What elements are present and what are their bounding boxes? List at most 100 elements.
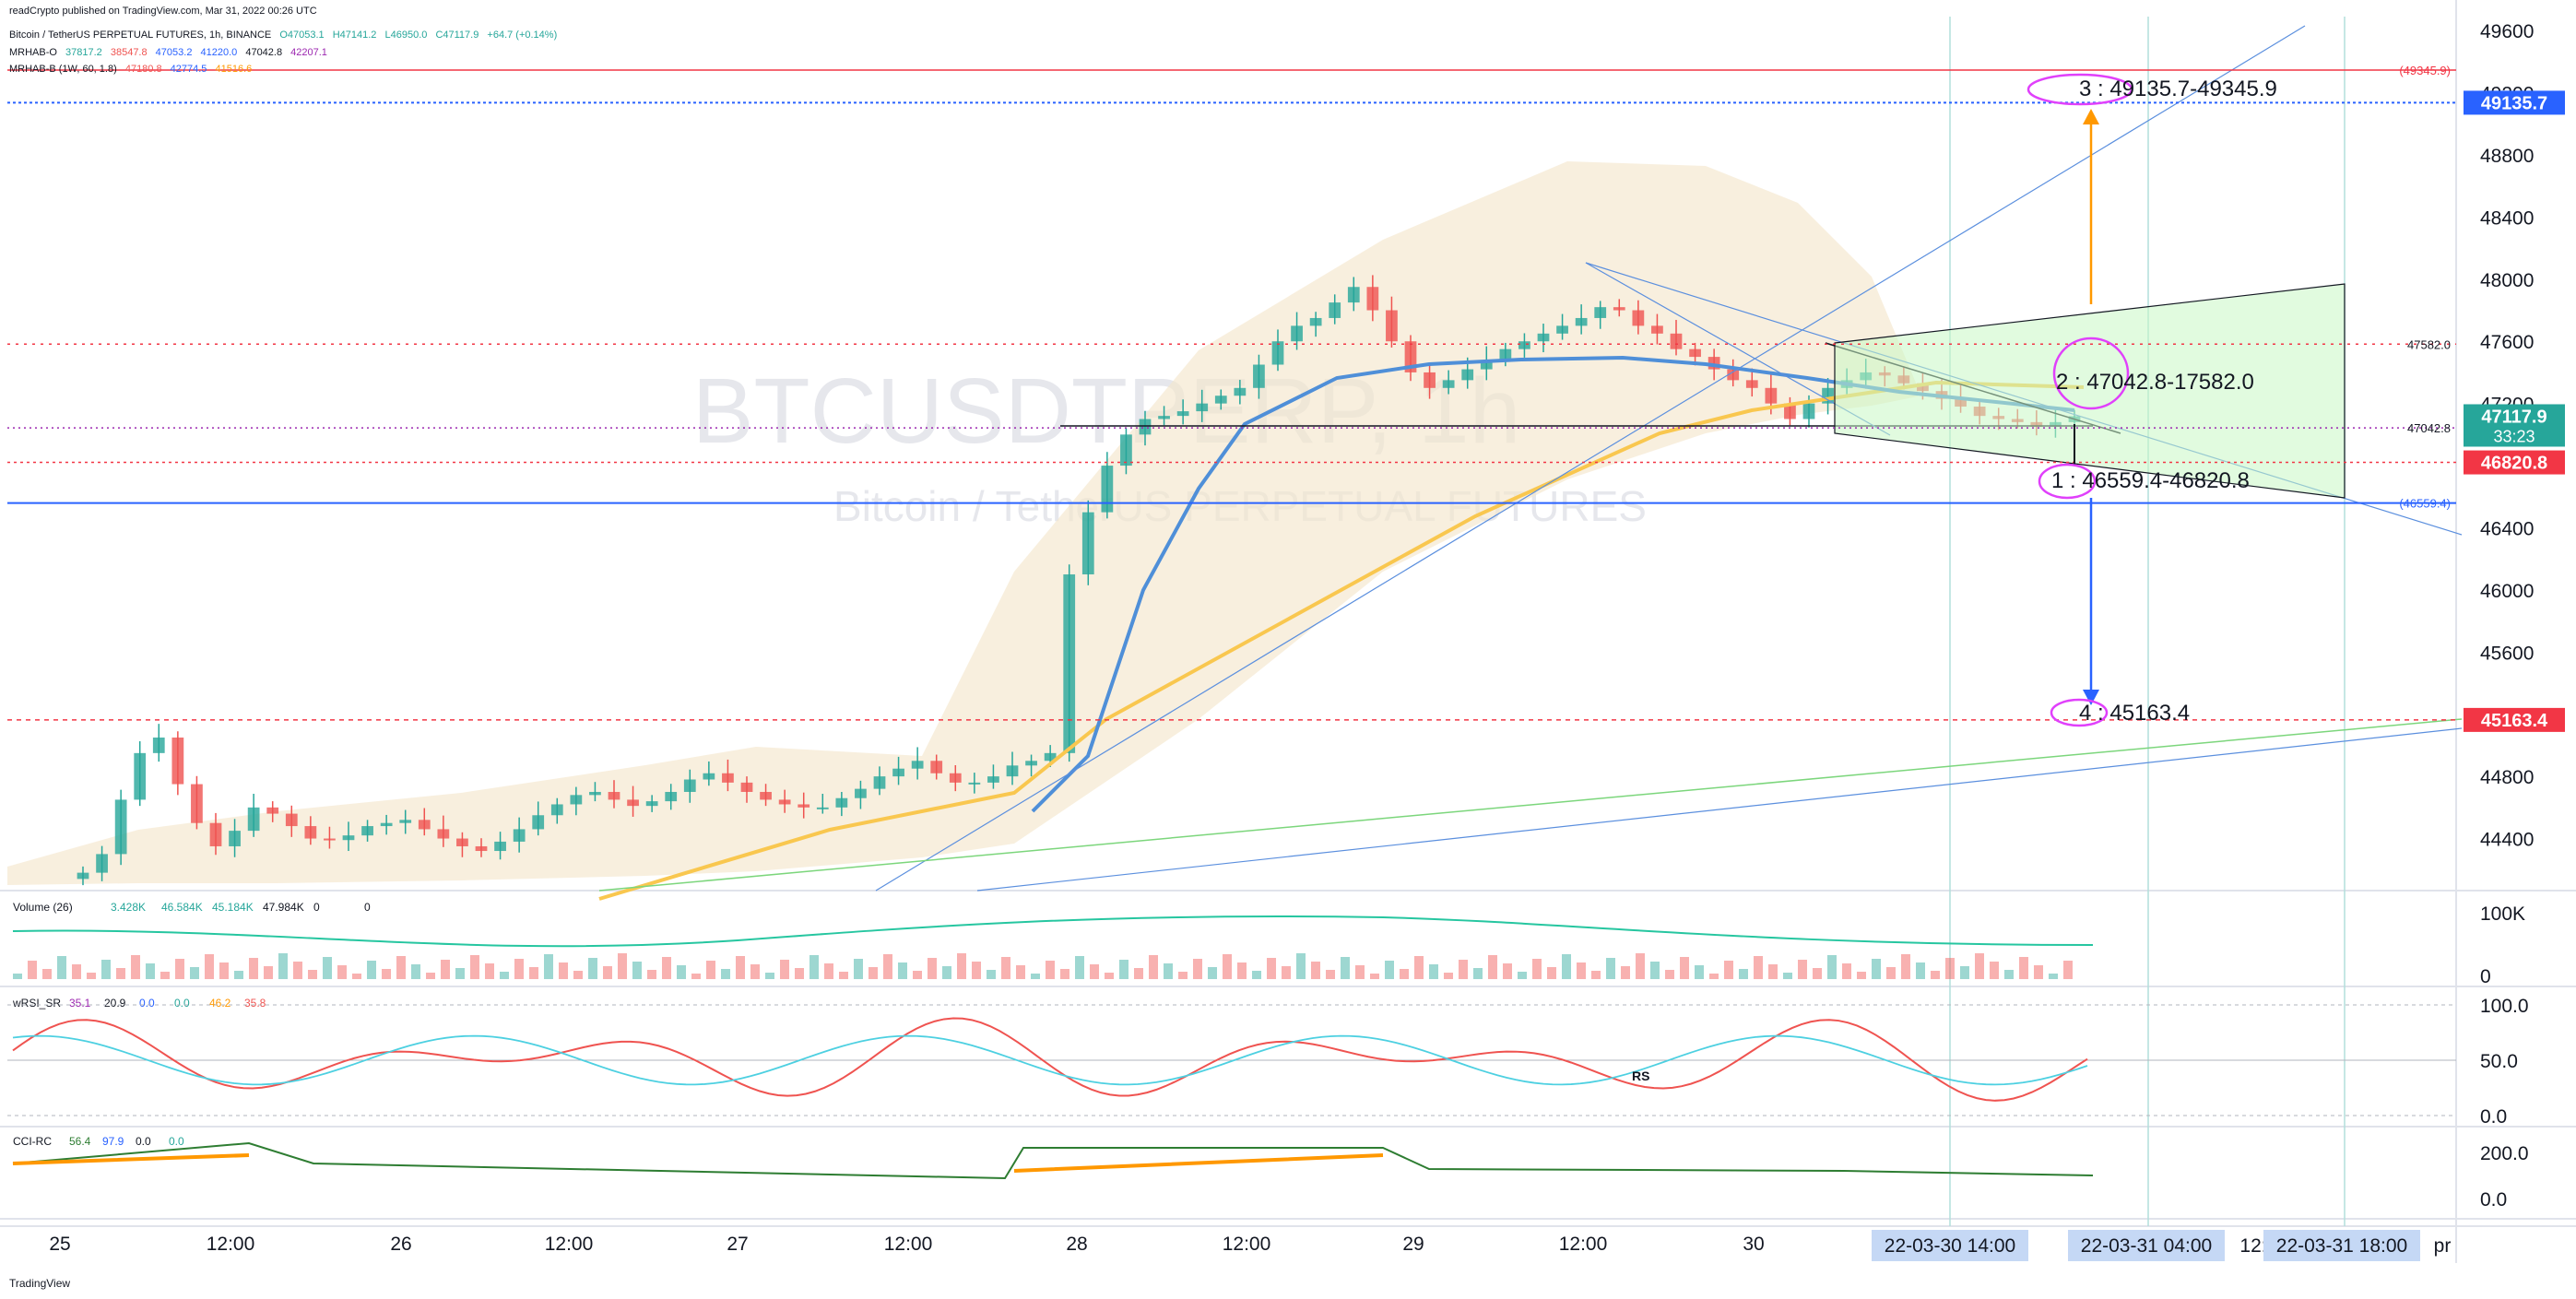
candle-body: [1689, 348, 1701, 358]
candle-body: [778, 799, 791, 805]
time-highlight-box: [1872, 1230, 2028, 1261]
candle-body: [1745, 380, 1758, 388]
candle-body: [816, 807, 829, 809]
indicator-mrhab-o[interactable]: MRHAB-O 37817.2 38547.8 47053.2 41220.0 …: [9, 47, 333, 58]
candle-body: [304, 826, 317, 839]
candle-body: [456, 838, 468, 846]
volume-bar: [1680, 957, 1689, 979]
rsi-legend-value: 20.9: [104, 997, 126, 1010]
symbol-title: Bitcoin / TetherUS PERPETUAL FUTURES, 1h…: [9, 30, 272, 41]
level-tag: (46559.4): [2399, 497, 2451, 511]
candle-body: [1424, 372, 1436, 388]
volume-bar: [1562, 954, 1571, 979]
level-tag: (49345.9): [2399, 64, 2451, 77]
rsi-tick-label: 50.0: [2480, 1051, 2518, 1072]
cci-legend-value: 0.0: [136, 1135, 151, 1148]
price-tick-label: 47600: [2480, 332, 2534, 353]
volume-bar: [1282, 966, 1291, 979]
candle-body: [1214, 396, 1227, 404]
ind1-val-2: 47053.2: [155, 47, 193, 58]
time-tick-label: 30: [1743, 1234, 1764, 1255]
candle-body: [1802, 403, 1815, 419]
rsi-tick-label: 100.0: [2480, 996, 2529, 1017]
candle-body: [152, 737, 165, 753]
price-tick-label: 46000: [2480, 581, 2534, 602]
tradingview-logo[interactable]: TradingView: [9, 1277, 70, 1290]
candle-body: [1271, 341, 1284, 365]
candle-body: [191, 784, 203, 823]
price-tick-label: 46400: [2480, 518, 2534, 539]
volume-bar: [1857, 972, 1866, 979]
time-tick-label: 28: [1066, 1234, 1087, 1255]
price-tick-label: 48000: [2480, 270, 2534, 291]
volume-bar: [942, 966, 951, 979]
volume-bar: [1518, 972, 1527, 979]
volume-bar: [1960, 966, 1969, 979]
time-highlight-box: [2068, 1230, 2225, 1261]
candle-body: [475, 845, 488, 852]
volume-bar: [382, 969, 391, 979]
rsi-legend-value: 35.1: [69, 997, 91, 1010]
volume-bar: [1931, 971, 1940, 979]
ind1-val-5: 42207.1: [290, 47, 327, 58]
candle-body: [494, 841, 506, 852]
volume-bar: [1591, 971, 1601, 979]
candle-body: [96, 854, 108, 873]
candle-body: [1442, 380, 1455, 388]
candle-body: [873, 776, 886, 789]
volume-bar: [411, 964, 420, 979]
volume-bar: [736, 956, 745, 979]
volume-bar: [146, 963, 155, 979]
indicator-mrhab-b[interactable]: MRHAB-B (1W, 60, 1.8) 47180.8 42774.5 41…: [9, 64, 257, 75]
volume-bar: [1650, 962, 1660, 979]
volume-legend-value: 45.184K: [212, 901, 254, 914]
volume-bar: [13, 974, 22, 979]
candle-body: [1537, 333, 1550, 342]
volume-legend-value: 3.428K: [111, 901, 146, 914]
rsi-signal-line: [12, 1034, 2088, 1086]
candle-body: [722, 773, 734, 783]
volume-bar: [2019, 957, 2028, 979]
volume-bar: [618, 953, 627, 979]
annotation-label: 2 : 47042.8-17582.0: [2056, 370, 2254, 395]
rsi-legend-value: 46.2: [209, 997, 231, 1010]
ind2-val-0: 47180.8: [124, 64, 162, 75]
volume-bar: [1252, 971, 1261, 979]
level-tag: 47042.8: [2407, 421, 2451, 435]
candle-body: [1784, 403, 1796, 419]
volume-bar: [809, 955, 819, 979]
countdown-label: 33:23: [2493, 427, 2535, 445]
volume-bar: [2049, 974, 2058, 979]
volume-bar: [1149, 955, 1158, 979]
volume-bar: [588, 958, 597, 979]
candle-body: [1176, 411, 1189, 417]
volume-bar: [869, 967, 878, 979]
candle-body: [1386, 310, 1398, 342]
volume-bar: [1916, 962, 1925, 979]
ohlc-close: C47117.9: [435, 30, 479, 41]
candle-body: [1101, 466, 1114, 513]
time-tick-label: 12:00: [545, 1234, 594, 1255]
volume-bar: [1547, 967, 1556, 979]
candle-body: [1461, 369, 1474, 381]
volume-bar: [500, 972, 509, 979]
volume-bar: [1193, 959, 1202, 979]
ohlc-low: L46950.0: [384, 30, 428, 41]
volume-bar: [1724, 961, 1733, 979]
candle-body: [1556, 325, 1568, 334]
volume-bar: [28, 961, 37, 979]
arrow-head-up: [2083, 109, 2099, 124]
rsi-title: wRSI_SR: [12, 997, 61, 1010]
candle-body: [1044, 752, 1057, 762]
volume-bar: [1606, 958, 1615, 979]
volume-bar: [1237, 962, 1247, 979]
volume-bar: [2034, 965, 2043, 979]
annotation-ellipse: [2050, 698, 2109, 727]
candle-body: [209, 822, 222, 846]
volume-bar: [1886, 967, 1896, 979]
volume-bar: [1119, 960, 1128, 979]
volume-bar: [323, 957, 332, 979]
volume-bar: [72, 964, 81, 979]
